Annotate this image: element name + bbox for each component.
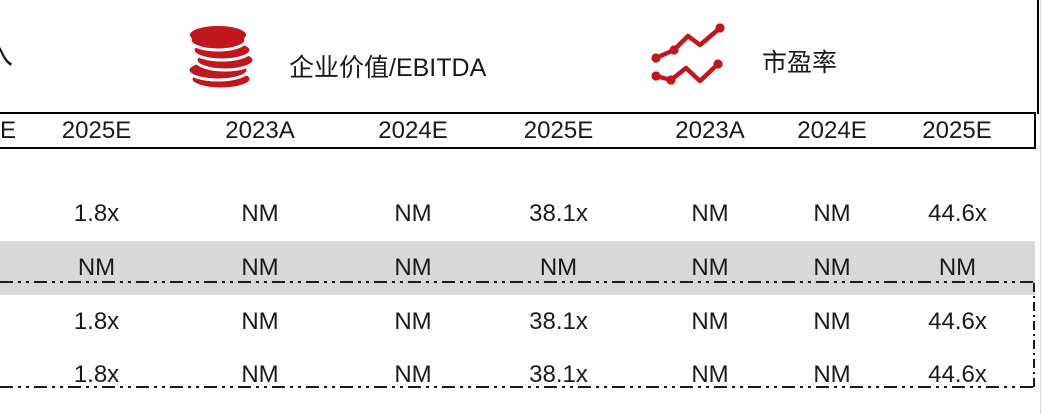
header-cell-2025e: 2025E xyxy=(18,112,175,149)
table-row-highlighted: NM NM NM NM NM NM NM xyxy=(0,241,1035,295)
table-cell: NM xyxy=(394,200,432,227)
header-cell-2025e: 2025E xyxy=(880,112,1036,149)
table-cell: NM xyxy=(691,200,729,227)
table-cell: 1.8x xyxy=(73,308,120,335)
legend-item-ev-ebitda: 企业价值/EBITDA xyxy=(185,18,486,97)
table-cell: 44.6x xyxy=(928,308,987,335)
table-cell: NM xyxy=(691,361,729,388)
table-cell: 44.6x xyxy=(928,361,987,388)
table-cell: 1.8x xyxy=(73,200,120,227)
table-cell: NM xyxy=(481,241,636,295)
coin-stack-icon xyxy=(185,18,256,97)
table-cell: NM xyxy=(175,241,345,295)
table-cell: 38.1x xyxy=(529,361,588,388)
header-cell-2025e: 2025E xyxy=(481,112,636,149)
table-row: 1.8x NM NM 38.1x NM NM 44.6x xyxy=(0,349,1035,401)
table-cell: NM xyxy=(345,241,481,295)
table-cell: NM xyxy=(813,308,851,335)
table-cell: NM xyxy=(394,361,432,388)
legend-label-pe: 市盈率 xyxy=(762,48,838,77)
table-cell: NM xyxy=(880,241,1035,295)
header-cell-2024e: 2024E xyxy=(784,112,880,149)
table-cell: NM xyxy=(813,361,851,388)
table-cell: NM xyxy=(784,241,880,295)
page-edge-line xyxy=(1040,0,1041,414)
legend-label-ev-ebitda: 企业价值/EBITDA xyxy=(289,53,487,82)
dash-dot-rule-right xyxy=(1033,283,1035,387)
table-cell: 38.1x xyxy=(529,200,588,227)
header-cell-2023a: 2023A xyxy=(175,112,345,149)
legend-item-pe: 市盈率 xyxy=(650,22,837,91)
table-row: 1.8x NM NM 38.1x NM NM 44.6x xyxy=(0,148,1035,241)
table-cell: NM xyxy=(394,308,432,335)
line-chart-icon xyxy=(650,22,728,91)
table-cell: NM xyxy=(241,361,279,388)
dash-dot-rule-top xyxy=(0,281,1036,283)
header-cell-2024e: 2024E xyxy=(345,112,481,149)
table-cell: NM xyxy=(691,308,729,335)
table-cell xyxy=(0,148,18,241)
table-cell xyxy=(0,349,18,401)
header-cell-clipped: E xyxy=(0,112,18,149)
table-cell: NM xyxy=(813,200,851,227)
table-cell: 44.6x xyxy=(928,200,987,227)
table-cell: NM xyxy=(636,241,784,295)
table-cell: NM xyxy=(241,308,279,335)
table-cell: NM xyxy=(18,241,175,295)
clipped-left-label: 入 xyxy=(0,38,13,72)
valuation-multiples-table: E 2025E 2023A 2024E 2025E 2023A 2024E 20… xyxy=(0,112,1036,401)
table-cell xyxy=(0,241,18,295)
table-cell: 1.8x xyxy=(73,361,120,388)
header-cell-2023a: 2023A xyxy=(636,112,784,149)
top-right-border-rule xyxy=(1037,0,1039,114)
table-header-row: E 2025E 2023A 2024E 2025E 2023A 2024E 20… xyxy=(0,112,1036,149)
table-row: 1.8x NM NM 38.1x NM NM 44.6x xyxy=(0,295,1035,349)
table-cell xyxy=(0,295,18,349)
table-cell: NM xyxy=(241,200,279,227)
dash-dot-rule-bottom xyxy=(0,386,1036,388)
table-cell: 38.1x xyxy=(529,308,588,335)
